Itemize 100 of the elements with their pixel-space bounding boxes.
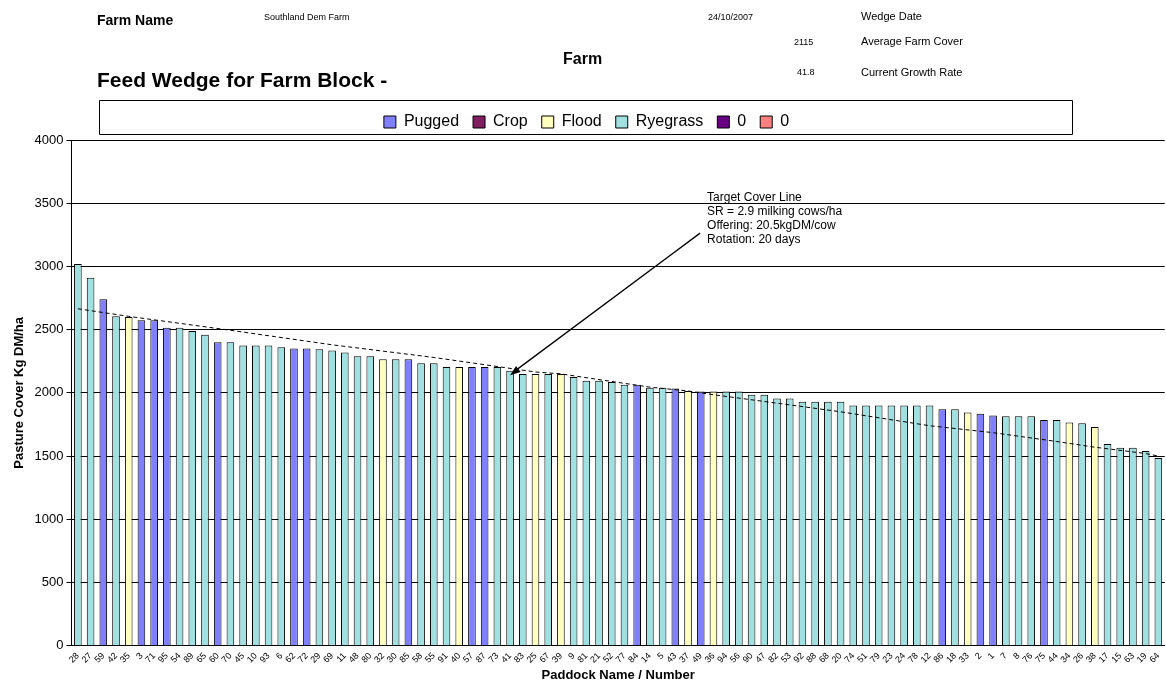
legend-label: Crop [493,112,528,130]
x-axis-title: Paddock Name / Number [541,666,695,682]
x-tick-label: 92 [791,650,806,665]
x-tick-label: 29 [308,650,323,665]
x-tick-label: 52 [600,650,615,665]
x-tick-label: 64 [1147,650,1162,665]
x-tick-label: 75 [1032,650,1048,665]
x-tick-label: 18 [943,650,959,665]
x-tick-label: 19 [1134,650,1149,665]
x-tick-label: 51 [855,650,870,665]
x-tick-label: 24 [893,650,908,665]
x-tick-label: 15 [1109,650,1124,665]
x-tick-label: 12 [918,650,933,665]
x-tick-label: 32 [371,650,387,665]
x-tick-label: 89 [181,650,196,665]
y-axis-title: Pasture Cover Kg DM/ha [11,316,27,469]
x-tick-label: 55 [422,650,437,665]
chart-title: Feed Wedge for Farm Block - [97,68,388,92]
x-tick-label: 90 [740,650,755,665]
x-tick-label: 60 [206,650,221,665]
text: 41.8 [797,67,815,77]
x-tick-label: 81 [575,650,590,665]
x-tick-label: 74 [842,650,857,665]
x-tick-label: 7 [998,650,1009,662]
y-tick-label: 0 [56,637,64,653]
text: Farm Name [97,12,174,28]
x-tick-label: 93 [257,650,272,665]
x-tick-label: 82 [766,650,781,665]
x-tick-label: 62 [282,650,298,665]
x-tick-label: 54 [168,650,183,665]
y-tick-label: 3000 [34,258,64,273]
x-tick-label: 39 [549,650,565,665]
y-tick-label: 4000 [34,131,64,147]
text: Farm [563,50,603,68]
text: Average Farm Cover [861,35,963,47]
x-tick-label: 47 [753,650,768,665]
x-tick-label: 58 [410,650,425,665]
x-tick-label: 88 [804,650,819,665]
x-tick-label: 35 [117,650,132,665]
x-tick-label: 20 [829,650,844,665]
x-tick-label: 42 [105,650,120,665]
annotation: Target Cover Line SR = 2.9 milking cows/ha Offering: 20.5kgDM/cow Rotation: 20 days [707,190,843,247]
x-tick-label: 86 [931,650,946,665]
y-tick-label: 1000 [34,510,64,526]
x-tick-label: 1 [985,650,997,662]
x-tick-label: 68 [816,650,832,665]
x-tick-label: 37 [677,650,692,665]
x-tick-label: 69 [321,650,336,665]
x-tick-label: 73 [486,650,501,665]
x-tick-label: 27 [79,650,94,665]
x-tick-label: 67 [537,650,552,665]
text: Current Growth Rate [861,66,963,78]
x-tick-label: 79 [867,650,882,665]
x-tick-label: 11 [334,650,348,665]
x-tick-label: 48 [346,650,361,665]
x-tick-label: 56 [727,650,743,665]
x-tick-label: 72 [295,650,310,665]
x-tick-label: 59 [92,650,107,665]
x-tick-label: 91 [435,650,450,665]
x-tick-label: 5 [655,650,666,662]
text: 2115 [794,37,814,47]
x-tick-label: 38 [1083,650,1098,665]
x-tick-label: 45 [232,650,247,665]
x-tick-label: 9 [566,650,577,662]
x-tick-label: 84 [626,650,641,665]
x-tick-label: 95 [155,650,171,665]
legend-label: Ryegrass [635,112,704,130]
x-tick-label: 94 [715,650,730,665]
y-tick-label: 1500 [34,447,64,463]
x-tick-label: 26 [1071,650,1086,665]
x-tick-label: 57 [460,650,476,665]
x-tick-label: 17 [1096,650,1111,665]
x-tick-label: 43 [664,650,679,665]
x-tick-label: 2 [972,650,984,662]
x-tick-label: 78 [905,650,921,665]
legend-label: 0 [737,112,747,130]
legend-label: 0 [780,112,790,130]
x-tick-label: 71 [143,650,158,665]
x-tick-label: 70 [219,650,234,665]
x-tick-label: 77 [613,650,628,665]
x-tick-label: 6 [273,650,285,662]
text: Wedge Date [861,10,922,22]
x-tick-label: 28 [66,650,82,665]
x-tick-label: 23 [880,650,895,665]
legend-label: Pugged [403,112,460,130]
y-tick-label: 500 [41,574,64,590]
x-tick-label: 14 [638,650,654,665]
x-tick-label: 85 [397,650,412,665]
legend-label: Flood [561,112,602,130]
x-tick-label: 10 [244,650,260,665]
x-tick-label: 34 [1058,650,1073,665]
x-tick-label: 8 [1011,650,1022,662]
x-tick-label: 63 [1121,650,1137,665]
x-tick-label: 25 [524,650,539,665]
x-tick-label: 41 [499,650,514,665]
x-tick-label: 36 [702,650,717,665]
x-tick-label: 53 [778,650,793,665]
y-tick-label: 2500 [34,321,64,337]
x-tick-label: 44 [1045,650,1060,665]
text: 24/10/2007 [708,12,754,22]
